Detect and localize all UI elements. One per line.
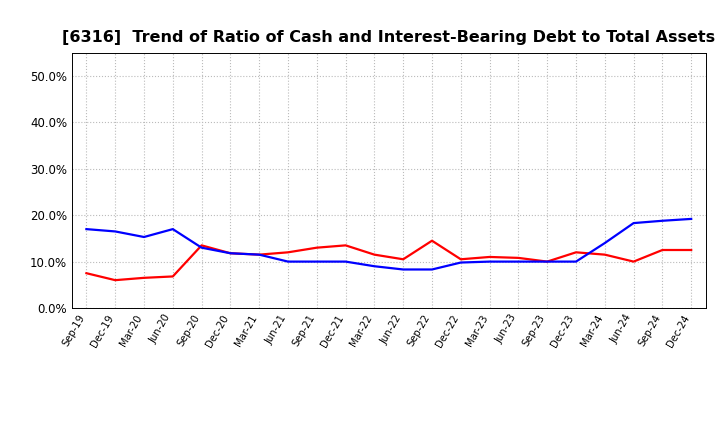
Cash: [399, 257, 408, 262]
Interest-Bearing Debt: [428, 267, 436, 272]
Interest-Bearing Debt: [82, 227, 91, 232]
Cash: [543, 259, 552, 264]
Cash: [572, 249, 580, 255]
Interest-Bearing Debt: [284, 259, 292, 264]
Cash: [428, 238, 436, 243]
Line: Cash: Cash: [86, 241, 691, 280]
Interest-Bearing Debt: [255, 252, 264, 257]
Interest-Bearing Debt: [111, 229, 120, 234]
Interest-Bearing Debt: [485, 259, 494, 264]
Interest-Bearing Debt: [456, 260, 465, 265]
Cash: [485, 254, 494, 260]
Interest-Bearing Debt: [687, 216, 696, 222]
Interest-Bearing Debt: [168, 227, 177, 232]
Cash: [82, 271, 91, 276]
Cash: [111, 278, 120, 283]
Cash: [687, 247, 696, 253]
Cash: [456, 257, 465, 262]
Line: Interest-Bearing Debt: Interest-Bearing Debt: [86, 219, 691, 269]
Cash: [658, 247, 667, 253]
Cash: [370, 252, 379, 257]
Interest-Bearing Debt: [341, 259, 350, 264]
Interest-Bearing Debt: [226, 251, 235, 256]
Cash: [312, 245, 321, 250]
Cash: [226, 251, 235, 256]
Interest-Bearing Debt: [312, 259, 321, 264]
Interest-Bearing Debt: [543, 259, 552, 264]
Interest-Bearing Debt: [197, 245, 206, 250]
Cash: [514, 255, 523, 260]
Interest-Bearing Debt: [658, 218, 667, 224]
Cash: [140, 275, 148, 280]
Interest-Bearing Debt: [514, 259, 523, 264]
Interest-Bearing Debt: [572, 259, 580, 264]
Cash: [600, 252, 609, 257]
Interest-Bearing Debt: [399, 267, 408, 272]
Cash: [168, 274, 177, 279]
Title: [6316]  Trend of Ratio of Cash and Interest-Bearing Debt to Total Assets: [6316] Trend of Ratio of Cash and Intere…: [62, 29, 716, 45]
Cash: [197, 243, 206, 248]
Interest-Bearing Debt: [370, 264, 379, 269]
Cash: [341, 243, 350, 248]
Cash: [629, 259, 638, 264]
Interest-Bearing Debt: [600, 240, 609, 246]
Interest-Bearing Debt: [629, 220, 638, 226]
Cash: [284, 249, 292, 255]
Interest-Bearing Debt: [140, 235, 148, 240]
Cash: [255, 252, 264, 257]
